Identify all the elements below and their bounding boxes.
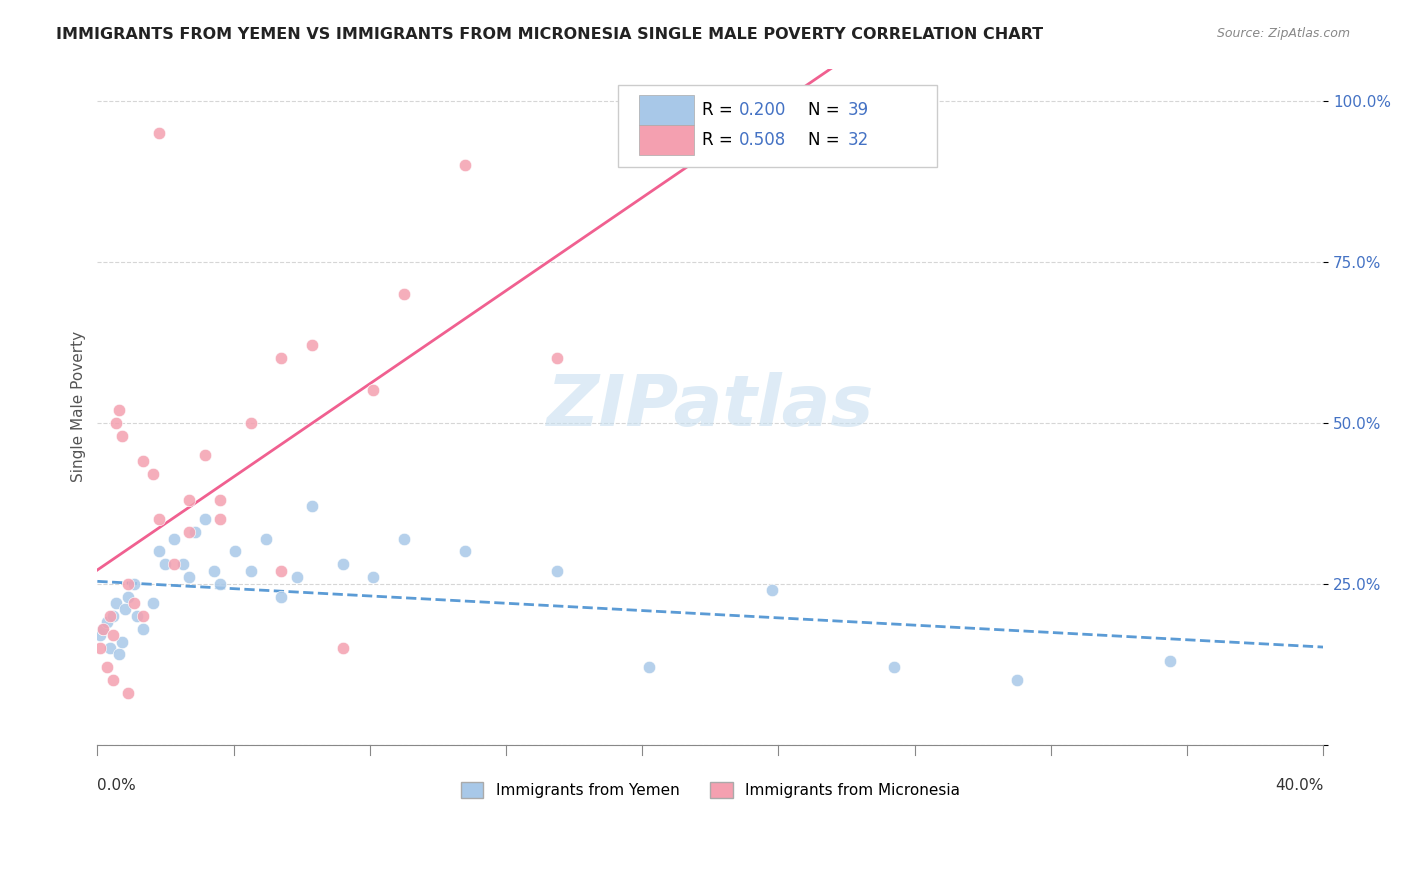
- Text: N =: N =: [808, 130, 845, 148]
- Point: [101, 628, 124, 642]
- Point: [101, 608, 124, 623]
- Point: [208, 576, 231, 591]
- Point: [392, 532, 415, 546]
- Point: [163, 558, 186, 572]
- Text: R =: R =: [702, 130, 738, 148]
- Point: [163, 532, 186, 546]
- Point: [454, 158, 477, 172]
- Point: [98, 608, 121, 623]
- Point: [239, 416, 262, 430]
- Point: [141, 596, 163, 610]
- Point: [117, 590, 139, 604]
- Text: 39: 39: [848, 101, 869, 119]
- Point: [89, 628, 111, 642]
- Point: [254, 532, 277, 546]
- Point: [132, 608, 155, 623]
- Point: [104, 416, 127, 430]
- Point: [184, 525, 207, 540]
- Point: [208, 492, 231, 507]
- Point: [96, 615, 118, 630]
- Point: [361, 384, 384, 398]
- Point: [546, 564, 568, 578]
- Point: [270, 564, 292, 578]
- Point: [179, 525, 201, 540]
- Point: [98, 640, 121, 655]
- Point: [270, 351, 292, 366]
- Point: [239, 564, 262, 578]
- Point: [111, 634, 134, 648]
- Point: [132, 622, 155, 636]
- Point: [114, 602, 136, 616]
- Point: [179, 492, 201, 507]
- Text: 0.0%: 0.0%: [97, 779, 136, 793]
- FancyBboxPatch shape: [640, 125, 695, 155]
- Text: 0.508: 0.508: [738, 130, 786, 148]
- Point: [332, 558, 354, 572]
- Point: [361, 570, 384, 584]
- Point: [104, 596, 127, 610]
- Legend: Immigrants from Yemen, Immigrants from Micronesia: Immigrants from Yemen, Immigrants from M…: [454, 776, 966, 805]
- Point: [883, 660, 905, 674]
- Point: [148, 512, 170, 526]
- Point: [107, 648, 129, 662]
- Text: ZIPatlas: ZIPatlas: [547, 372, 875, 441]
- Point: [332, 640, 354, 655]
- Point: [194, 448, 217, 462]
- Point: [89, 640, 111, 655]
- Point: [122, 596, 145, 610]
- Point: [132, 454, 155, 468]
- Point: [202, 564, 225, 578]
- Point: [285, 570, 308, 584]
- Y-axis label: Single Male Poverty: Single Male Poverty: [72, 331, 86, 482]
- Text: 32: 32: [848, 130, 869, 148]
- Point: [172, 558, 194, 572]
- Point: [141, 467, 163, 482]
- Point: [101, 673, 124, 688]
- Text: 40.0%: 40.0%: [1275, 779, 1323, 793]
- Point: [392, 286, 415, 301]
- Point: [148, 126, 170, 140]
- Point: [224, 544, 246, 558]
- Point: [96, 660, 118, 674]
- Point: [117, 576, 139, 591]
- Point: [454, 544, 477, 558]
- Point: [546, 351, 568, 366]
- Point: [270, 590, 292, 604]
- Point: [1159, 654, 1181, 668]
- FancyBboxPatch shape: [619, 86, 938, 167]
- Point: [153, 558, 176, 572]
- Text: N =: N =: [808, 101, 845, 119]
- Point: [107, 402, 129, 417]
- Point: [93, 622, 115, 636]
- Text: Source: ZipAtlas.com: Source: ZipAtlas.com: [1216, 27, 1350, 40]
- Text: IMMIGRANTS FROM YEMEN VS IMMIGRANTS FROM MICRONESIA SINGLE MALE POVERTY CORRELAT: IMMIGRANTS FROM YEMEN VS IMMIGRANTS FROM…: [56, 27, 1043, 42]
- Point: [111, 428, 134, 442]
- Point: [301, 338, 323, 352]
- Point: [208, 512, 231, 526]
- Point: [179, 570, 201, 584]
- Point: [761, 583, 783, 598]
- Point: [148, 544, 170, 558]
- Point: [301, 500, 323, 514]
- Point: [127, 608, 149, 623]
- Point: [638, 660, 661, 674]
- Point: [194, 512, 217, 526]
- Point: [1005, 673, 1028, 688]
- Point: [122, 576, 145, 591]
- Text: 0.200: 0.200: [738, 101, 786, 119]
- Text: R =: R =: [702, 101, 738, 119]
- Point: [93, 622, 115, 636]
- Point: [117, 686, 139, 700]
- FancyBboxPatch shape: [640, 95, 695, 125]
